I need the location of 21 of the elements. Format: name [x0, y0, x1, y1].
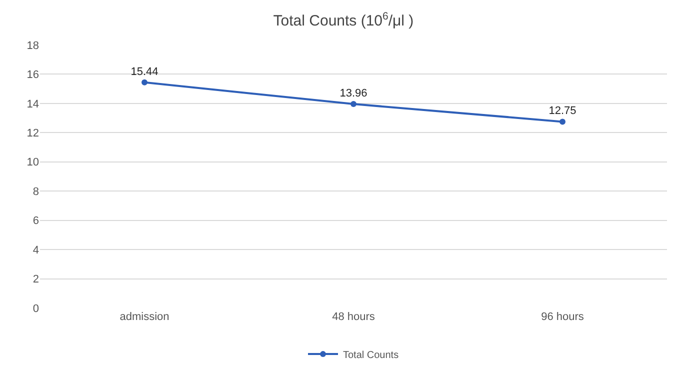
- chart-title: Total Counts (10$^{6}$/μl ): [273, 10, 414, 30]
- x-tick-label: 96 hours: [541, 311, 584, 323]
- y-tick-label: 4: [32, 244, 39, 256]
- y-tick-label: 8: [32, 186, 39, 198]
- y-tick-label: 18: [26, 40, 39, 52]
- y-tick-label: 2: [32, 274, 39, 286]
- data-label: 15.44: [130, 66, 158, 78]
- data-label: 12.75: [548, 105, 576, 118]
- x-tick-label: 48 hours: [332, 311, 376, 323]
- data-label: 13.96: [340, 88, 368, 100]
- y-tick-label: 14: [26, 98, 39, 110]
- y-tick-label: 10: [26, 156, 39, 169]
- y-tick-label: 6: [32, 215, 39, 228]
- point: [142, 79, 148, 86]
- y-tick-label: 0: [32, 302, 39, 315]
- x-tick-label: admission: [120, 311, 170, 323]
- legend-label: Total Counts: [343, 350, 399, 361]
- point: [560, 118, 566, 125]
- y-tick-label: 12: [26, 128, 39, 140]
- y-tick-label: 16: [26, 69, 39, 82]
- point: [350, 101, 356, 108]
